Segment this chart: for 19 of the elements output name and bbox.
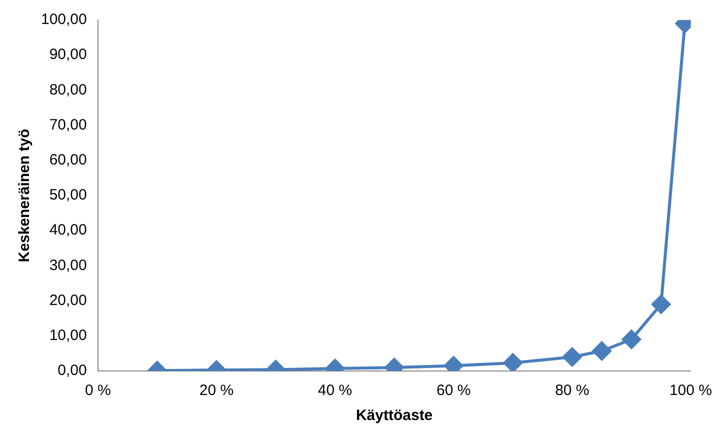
y-tick-label: 80,00	[49, 81, 87, 98]
y-tick-label: 40,00	[49, 222, 87, 239]
y-tick-label: 30,00	[49, 256, 87, 274]
y-axis-title: Keskeneräinen työ	[16, 128, 34, 262]
y-tick-label: 70,00	[49, 116, 87, 134]
x-tick-label: 20 %	[199, 382, 234, 400]
x-tick-label: 80 %	[555, 382, 590, 400]
y-tick-label: 60,00	[49, 152, 87, 169]
y-tick-label: 100,00	[40, 11, 87, 28]
x-axis-title: Käyttöaste	[356, 407, 433, 424]
y-tick-label: 0,00	[58, 362, 87, 380]
y-tick-label: 20,00	[49, 292, 87, 309]
x-tick-label: 60 %	[436, 382, 471, 400]
y-tick-label: 90,00	[49, 46, 87, 64]
x-tick-label: 0 %	[84, 382, 111, 400]
x-tick-label: 100 %	[669, 382, 712, 400]
x-tick-label: 40 %	[318, 382, 352, 400]
y-tick-label: 50,00	[49, 186, 87, 204]
y-tick-label: 10,00	[49, 327, 87, 344]
